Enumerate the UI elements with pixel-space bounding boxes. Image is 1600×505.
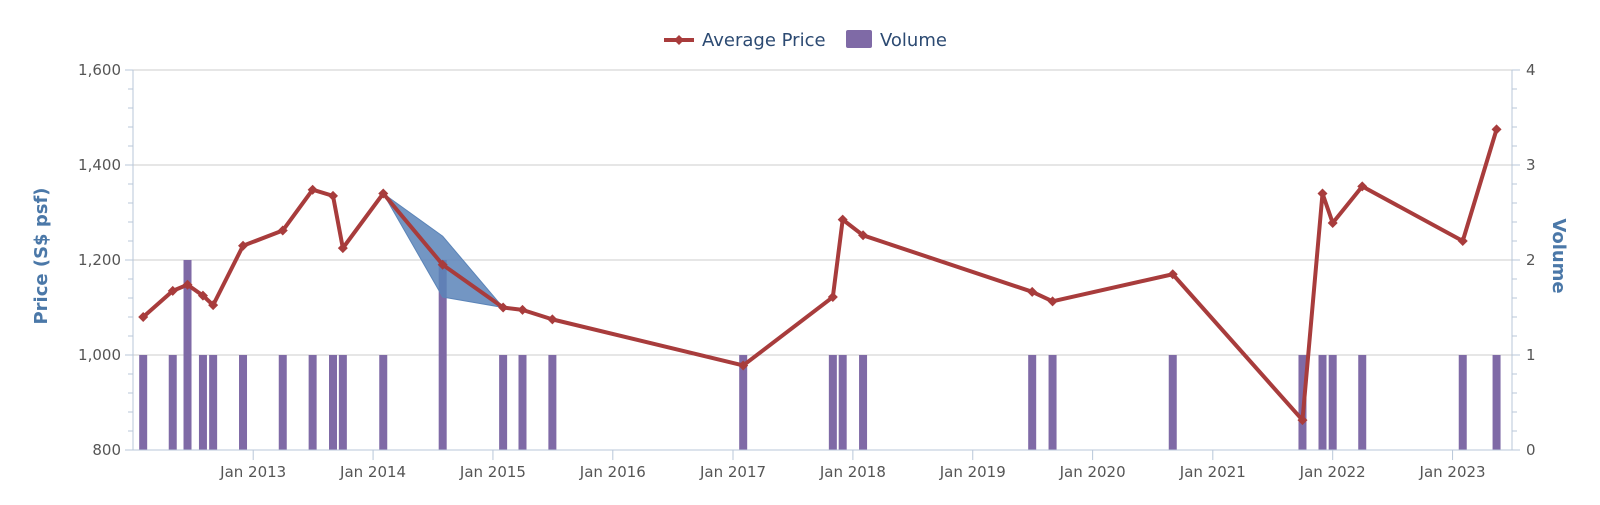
volume-bar [518, 355, 527, 450]
legend-label-volume: Volume [880, 30, 947, 51]
y-right-tick-label: 2 [1526, 251, 1536, 269]
average-price-point [1297, 415, 1308, 426]
y-right-tick-label: 1 [1526, 346, 1536, 364]
average-price-point [1317, 188, 1328, 199]
average-price-point [277, 225, 288, 236]
x-tick-label: Jan 2017 [699, 463, 766, 481]
volume-bar [1048, 355, 1057, 450]
average-price-point [208, 300, 219, 311]
average-price-point [378, 188, 389, 199]
y-left-tick-label: 1,200 [78, 251, 121, 269]
x-tick-label: Jan 2019 [939, 463, 1006, 481]
y-left-tick-label: 1,400 [78, 156, 121, 174]
average-price-point [337, 243, 348, 254]
average-price-line [141, 128, 1499, 423]
volume-bar [859, 355, 868, 450]
volume-bar [1358, 355, 1367, 450]
average-price-point [1327, 217, 1338, 228]
average-price-series [138, 124, 1502, 426]
volume-bar [278, 355, 287, 450]
average-price-point [547, 314, 558, 325]
y-left-tick-label: 1,000 [78, 346, 121, 364]
average-price-point [1167, 269, 1178, 280]
average-price-point [1457, 236, 1468, 246]
right-axis-title: Volume [1548, 218, 1569, 293]
price-range-area [382, 193, 505, 309]
volume-bar [379, 355, 388, 450]
x-tick-label: Jan 2023 [1419, 463, 1486, 481]
average-price-point [307, 184, 318, 195]
volume-bar [438, 260, 447, 450]
volume-bar [838, 355, 847, 450]
average-price-point [1047, 296, 1058, 307]
average-price-point [517, 304, 528, 315]
volume-bar [308, 355, 317, 450]
price-range-band [382, 193, 505, 309]
legend-item-average-price[interactable]: Average Price [664, 30, 826, 51]
volume-bar [548, 355, 557, 450]
volume-bar [1328, 355, 1337, 450]
legend: Average Price Volume [664, 30, 947, 51]
volume-bar [198, 355, 207, 450]
volume-bar [139, 355, 148, 450]
average-price-point [328, 190, 339, 201]
x-tick-label: Jan 2013 [219, 463, 286, 481]
x-tick-label: Jan 2020 [1059, 463, 1126, 481]
y-left-tick-label: 800 [92, 441, 121, 459]
y-right-tick-label: 0 [1526, 441, 1536, 459]
x-tick-label: Jan 2014 [339, 463, 406, 481]
average-price-point [167, 285, 178, 296]
average-price-point [827, 292, 838, 303]
volume-bar [1492, 355, 1501, 450]
x-tick-label: Jan 2018 [819, 463, 886, 481]
average-price-point [138, 312, 149, 322]
volume-bar [168, 355, 177, 450]
average-price-point [498, 302, 509, 313]
average-price-point [437, 259, 448, 270]
x-tick-label: Jan 2022 [1299, 463, 1366, 481]
average-price-point [238, 240, 249, 251]
left-axis-title: Price (S$ psf) [31, 187, 52, 324]
volume-bars [139, 260, 1501, 450]
volume-bar [183, 260, 192, 450]
volume-bar [1318, 355, 1327, 450]
volume-bar [239, 355, 248, 450]
x-tick-label: Jan 2021 [1179, 463, 1246, 481]
volume-bar [1028, 355, 1037, 450]
average-price-point [1491, 124, 1502, 135]
average-price-point [1027, 286, 1038, 297]
average-price-point [738, 360, 749, 371]
legend-item-volume[interactable]: Volume [846, 30, 947, 51]
gridlines [133, 69, 1512, 356]
volume-bar [739, 355, 748, 450]
x-tick-label: Jan 2016 [579, 463, 646, 481]
volume-bar [209, 355, 218, 450]
average-price-point [1357, 181, 1368, 192]
axes: 800 1,000 1,200 1,400 1,600 0 1 2 3 4 Jan 2013 Jan … [78, 61, 1536, 481]
volume-bar [1458, 355, 1467, 450]
volume-bar [1168, 355, 1177, 450]
y-right-tick-label: 3 [1526, 156, 1536, 174]
volume-bar [499, 355, 508, 450]
average-price-point [197, 290, 208, 301]
average-price-point [858, 230, 869, 241]
average-price-point [837, 214, 848, 225]
x-tick-label: Jan 2015 [459, 463, 526, 481]
y-right-tick-label: 4 [1526, 61, 1536, 79]
average-price-point [182, 279, 193, 290]
y-left-tick-label: 1,600 [78, 61, 121, 79]
volume-bar [338, 355, 347, 450]
volume-bar [828, 355, 837, 450]
legend-label-average-price: Average Price [702, 30, 826, 51]
volume-bar [329, 355, 338, 450]
